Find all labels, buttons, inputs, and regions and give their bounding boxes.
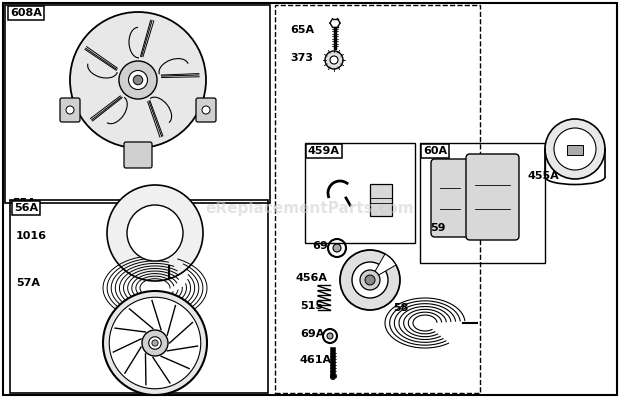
Circle shape <box>109 297 201 389</box>
Bar <box>10 200 268 393</box>
Circle shape <box>554 128 596 170</box>
Circle shape <box>152 340 158 346</box>
Circle shape <box>202 106 210 114</box>
Bar <box>275 5 480 393</box>
Text: 59: 59 <box>430 223 446 233</box>
Text: 456A: 456A <box>296 273 328 283</box>
Circle shape <box>327 333 333 339</box>
Circle shape <box>545 119 605 179</box>
Text: 69: 69 <box>312 241 328 251</box>
Circle shape <box>66 106 74 114</box>
FancyBboxPatch shape <box>124 142 152 168</box>
Circle shape <box>142 330 168 356</box>
Text: 65A: 65A <box>290 25 314 35</box>
Text: 608A: 608A <box>10 8 42 18</box>
FancyBboxPatch shape <box>466 154 519 240</box>
Circle shape <box>133 75 143 85</box>
Bar <box>420 143 545 263</box>
Bar <box>305 143 415 243</box>
FancyBboxPatch shape <box>60 98 80 122</box>
Text: eReplacementParts.com: eReplacementParts.com <box>206 201 414 215</box>
Circle shape <box>127 205 183 261</box>
Text: 1016: 1016 <box>16 231 47 241</box>
Bar <box>567 145 583 155</box>
Text: 515: 515 <box>300 301 323 311</box>
Circle shape <box>365 275 375 285</box>
Circle shape <box>325 51 343 69</box>
Text: 455A: 455A <box>527 171 559 181</box>
Circle shape <box>333 244 341 252</box>
Circle shape <box>340 250 400 310</box>
Circle shape <box>149 337 161 349</box>
Bar <box>5 5 270 203</box>
FancyBboxPatch shape <box>431 159 469 237</box>
Text: 459A: 459A <box>308 146 340 156</box>
Circle shape <box>103 291 207 395</box>
Circle shape <box>119 61 157 99</box>
Text: 55A: 55A <box>12 198 36 208</box>
Text: 56A: 56A <box>14 203 38 213</box>
Text: 461A: 461A <box>300 355 332 365</box>
Circle shape <box>352 262 388 298</box>
Text: 57A: 57A <box>16 278 40 288</box>
FancyBboxPatch shape <box>196 98 216 122</box>
Circle shape <box>107 185 203 281</box>
Text: 69A: 69A <box>300 329 324 339</box>
Text: 60A: 60A <box>423 146 447 156</box>
Circle shape <box>360 270 380 290</box>
Circle shape <box>330 56 338 64</box>
Text: 373: 373 <box>290 53 313 63</box>
Bar <box>370 184 392 216</box>
Wedge shape <box>370 254 396 280</box>
Circle shape <box>70 12 206 148</box>
Circle shape <box>128 70 148 90</box>
Text: 58: 58 <box>393 303 409 313</box>
